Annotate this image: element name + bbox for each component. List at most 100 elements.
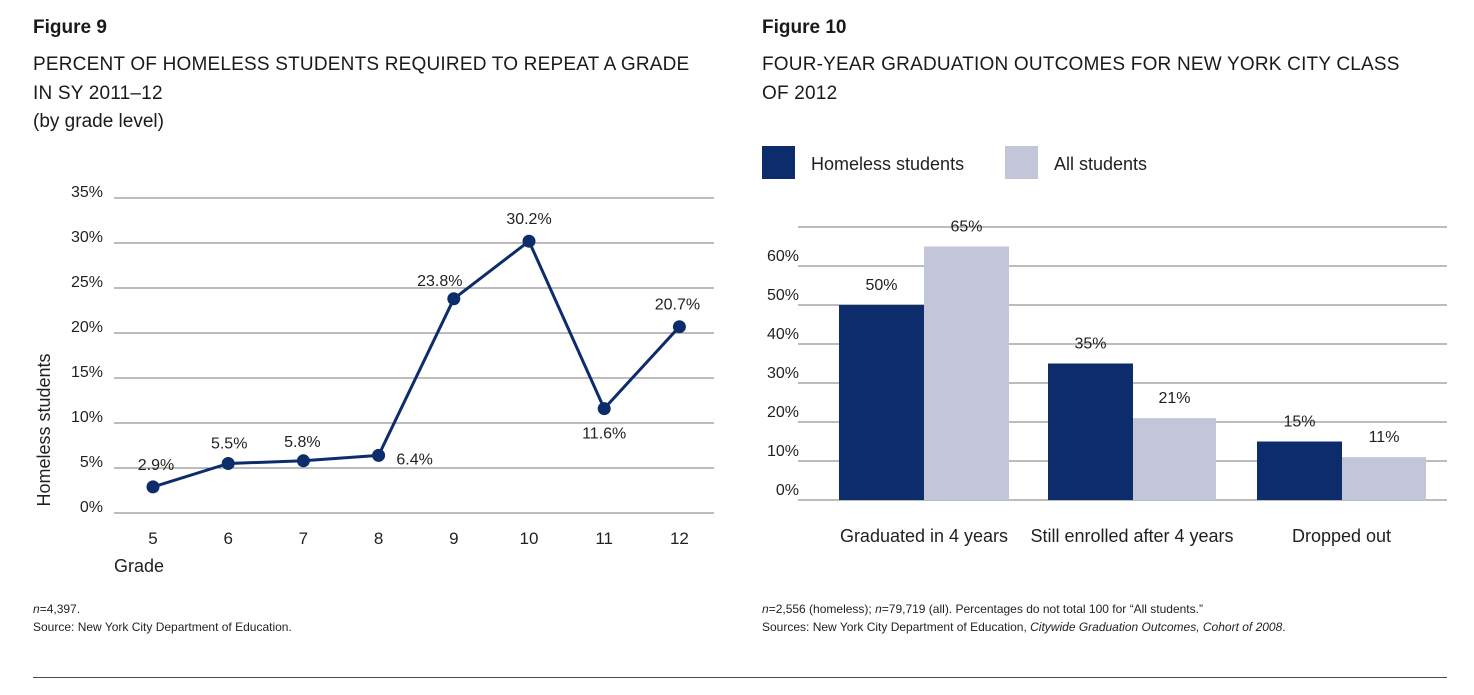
y-tick-label: 60% bbox=[767, 248, 799, 265]
figure-9-line-chart: 0% 5% 10% 15% 20% 25% 30% 35% 5 6 7 8 9 10 11 12 2.9% 5… bbox=[34, 184, 714, 576]
y-tick-label: 10% bbox=[767, 443, 799, 460]
legend-swatch-all bbox=[1005, 146, 1038, 179]
line-series bbox=[152, 239, 681, 489]
y-tick-labels: 0% 10% 20% 30% 40% 50% 60% bbox=[767, 248, 799, 499]
figure-10-sample-size: n=2,556 (homeless); n=79,719 (all). Perc… bbox=[762, 600, 1286, 618]
bar-homeless bbox=[1257, 441, 1342, 500]
x-tick-labels: 5 6 7 8 9 10 11 12 bbox=[148, 529, 689, 548]
bars bbox=[839, 246, 1426, 500]
x-tick-label: 5 bbox=[148, 529, 157, 548]
bar-all bbox=[1342, 457, 1426, 500]
data-point bbox=[372, 448, 386, 462]
bar-homeless bbox=[839, 305, 924, 500]
data-label: 5.5% bbox=[211, 436, 247, 453]
bar-all bbox=[924, 246, 1009, 500]
figure-10-note: n=2,556 (homeless); n=79,719 (all). Perc… bbox=[762, 600, 1286, 636]
y-tick-label: 30% bbox=[71, 229, 103, 246]
bar-value-label: 21% bbox=[1158, 390, 1190, 407]
n-all: =79,719 (all). Percentages do not total … bbox=[881, 602, 1203, 616]
y-tick-label: 50% bbox=[767, 287, 799, 304]
y-tick-label: 20% bbox=[767, 404, 799, 421]
category-label: Still enrolled after 4 years bbox=[1030, 526, 1233, 546]
x-tick-label: 7 bbox=[299, 529, 308, 548]
data-label: 6.4% bbox=[396, 451, 432, 468]
y-tick-label: 25% bbox=[71, 274, 103, 291]
y-tick-label: 0% bbox=[776, 482, 799, 499]
y-tick-label: 40% bbox=[767, 326, 799, 343]
data-point bbox=[447, 292, 461, 306]
data-label: 11.6% bbox=[582, 426, 626, 443]
series-line bbox=[152, 239, 681, 489]
figure-9-source: Source: New York City Department of Educ… bbox=[33, 620, 292, 634]
figure-10-title-line1: FOUR-YEAR GRADUATION OUTCOMES FOR NEW YO… bbox=[762, 54, 1400, 75]
data-point bbox=[597, 402, 611, 416]
data-label: 23.8% bbox=[417, 273, 462, 290]
category-labels: Graduated in 4 years Still enrolled after… bbox=[840, 526, 1391, 546]
x-axis-label: Grade bbox=[114, 556, 164, 576]
bar-homeless bbox=[1048, 363, 1133, 500]
source-suffix: . bbox=[1282, 620, 1286, 634]
figure-10-bar-chart: 0%10%20%30%40%50%60% 50%65%35%21%15%11% … bbox=[767, 219, 1447, 546]
data-label: 20.7% bbox=[655, 297, 700, 314]
category-label: Graduated in 4 years bbox=[840, 526, 1008, 546]
bar-value-label: 50% bbox=[865, 277, 897, 294]
data-label: 30.2% bbox=[506, 211, 551, 228]
n-value: =4,397. bbox=[39, 602, 81, 616]
bar-value-labels: 50% 65% 35% 21% 15% 11% bbox=[865, 219, 1399, 447]
bar-value-label: 11% bbox=[1369, 429, 1400, 446]
bar-all bbox=[1133, 418, 1216, 500]
x-tick-label: 8 bbox=[374, 529, 383, 548]
x-tick-label: 12 bbox=[670, 529, 689, 548]
figure-10-label: Figure 10 bbox=[762, 17, 847, 38]
data-point bbox=[146, 480, 160, 494]
y-tick-labels: 0% 5% 10% 15% 20% 25% 30% 35% bbox=[71, 184, 103, 516]
y-tick-label: 30% bbox=[767, 365, 799, 382]
category-label: Dropped out bbox=[1292, 526, 1391, 546]
bar-value-label: 15% bbox=[1283, 414, 1315, 431]
figure-10-title-line2: OF 2012 bbox=[762, 83, 838, 104]
y-axis-label: Homeless students bbox=[34, 353, 54, 506]
figure-10-title: FOUR-YEAR GRADUATION OUTCOMES FOR NEW YO… bbox=[762, 50, 1400, 108]
x-tick-label: 9 bbox=[449, 529, 458, 548]
y-tick-label: 15% bbox=[71, 364, 103, 381]
data-label: 2.9% bbox=[138, 457, 174, 474]
legend-swatch-homeless bbox=[762, 146, 795, 179]
data-point bbox=[672, 320, 686, 334]
data-point bbox=[522, 234, 536, 248]
n-symbol: n bbox=[762, 602, 769, 616]
legend-label-homeless: Homeless students bbox=[811, 154, 965, 174]
x-tick-label: 6 bbox=[223, 529, 232, 548]
data-points bbox=[146, 234, 686, 494]
figure-9-subtitle: (by grade level) bbox=[33, 111, 164, 132]
data-point bbox=[221, 457, 235, 470]
figure-9-title-line1: PERCENT OF HOMELESS STUDENTS REQUIRED TO… bbox=[33, 54, 690, 75]
bottom-divider bbox=[33, 677, 1447, 678]
y-tick-label: 20% bbox=[71, 319, 103, 336]
bar-value-label: 35% bbox=[1074, 336, 1106, 353]
n-homeless: =2,556 (homeless); bbox=[768, 602, 876, 616]
y-tick-label: 35% bbox=[71, 184, 103, 201]
legend-item-all: All students bbox=[1005, 146, 1205, 180]
figure-9-sample-size: n=4,397. bbox=[33, 600, 292, 618]
data-point bbox=[296, 454, 310, 468]
bar-value-label: 65% bbox=[950, 219, 982, 236]
y-tick-label: 0% bbox=[80, 499, 103, 516]
y-gridlines bbox=[114, 197, 714, 514]
figure-10-source: Sources: New York City Department of Edu… bbox=[762, 618, 1286, 636]
figure-9-title: PERCENT OF HOMELESS STUDENTS REQUIRED TO… bbox=[33, 50, 689, 108]
n-symbol: n bbox=[33, 602, 40, 616]
figure-9-note: n=4,397. Source: New York City Departmen… bbox=[33, 600, 292, 636]
legend-item-homeless: Homeless students bbox=[762, 146, 992, 180]
n-symbol: n bbox=[875, 602, 882, 616]
x-tick-label: 11 bbox=[595, 529, 613, 548]
data-label: 5.8% bbox=[284, 434, 320, 451]
source-prefix: Sources: New York City Department of Edu… bbox=[762, 620, 1031, 634]
figure-9-panel: Figure 9 PERCENT OF HOMELESS STUDENTS RE… bbox=[0, 0, 740, 660]
x-tick-label: 10 bbox=[520, 529, 539, 548]
data-labels: 2.9% 5.5% 5.8% 6.4% 23.8% 30.2% 11.6% 20.7% bbox=[138, 211, 700, 474]
legend-label-all: All students bbox=[1054, 154, 1148, 174]
y-tick-label: 10% bbox=[71, 409, 103, 426]
figure-9-label: Figure 9 bbox=[33, 17, 107, 38]
y-tick-label: 5% bbox=[80, 454, 103, 471]
figure-9-title-line2: IN SY 2011–12 bbox=[33, 83, 163, 104]
